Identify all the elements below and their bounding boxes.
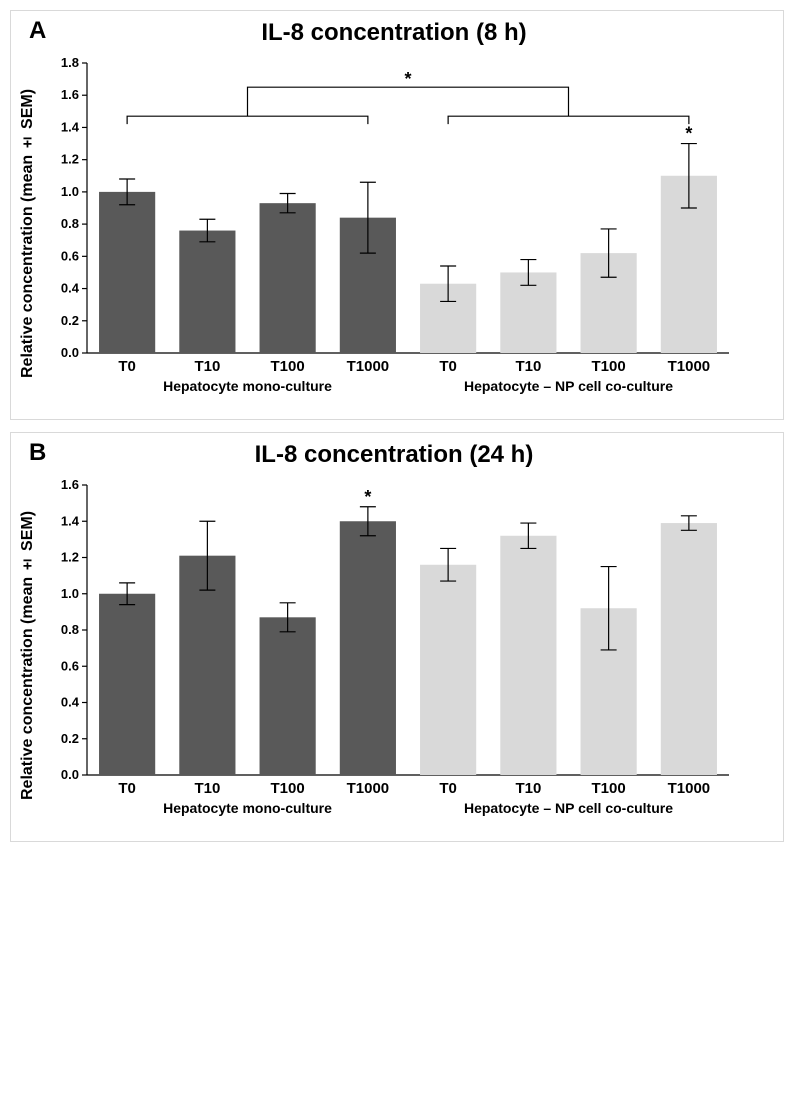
y-tick-label: 0.0 xyxy=(61,345,79,360)
x-tick-label: T1000 xyxy=(668,358,711,375)
x-tick-label: T100 xyxy=(271,780,305,797)
x-tick-label: T1000 xyxy=(347,780,390,797)
y-tick-label: 0.8 xyxy=(61,622,79,637)
y-tick-label: 0.6 xyxy=(61,248,79,263)
y-tick-label: 1.0 xyxy=(61,184,79,199)
x-tick-label: T0 xyxy=(118,358,136,375)
y-tick-label: 0.2 xyxy=(61,313,79,328)
group-label: Hepatocyte mono-culture xyxy=(163,800,332,816)
y-axis-label: Relative concentration (mean ± SEM) xyxy=(17,53,39,413)
x-tick-label: T10 xyxy=(515,358,541,375)
x-tick-label: T0 xyxy=(118,780,136,797)
y-tick-label: 1.8 xyxy=(61,55,79,70)
bar xyxy=(260,617,316,775)
y-tick-label: 1.0 xyxy=(61,586,79,601)
x-tick-label: T0 xyxy=(439,358,457,375)
bar xyxy=(420,565,476,775)
y-tick-label: 0.6 xyxy=(61,658,79,673)
bar xyxy=(179,231,235,353)
bar xyxy=(99,594,155,775)
y-tick-label: 1.4 xyxy=(61,513,80,528)
chart-panel-a: AIL-8 concentration (8 h) Relative concen… xyxy=(10,10,784,420)
group-label: Hepatocyte mono-culture xyxy=(163,378,332,394)
panel-label: A xyxy=(29,17,46,45)
bar-chart: 0.0 0.2 0.4 0.6 0.8 1.0 1.2 1.4 1.6 1.8 T0 T10 T100 T… xyxy=(39,53,739,413)
bar xyxy=(661,523,717,775)
significance-star: * xyxy=(364,487,371,507)
y-tick-label: 1.2 xyxy=(61,550,79,565)
chart-title: IL-8 concentration (24 h) xyxy=(17,441,771,469)
y-axis-label: Relative concentration (mean ± SEM) xyxy=(17,475,39,835)
y-tick-label: 1.2 xyxy=(61,152,79,167)
y-tick-label: 0.4 xyxy=(61,695,80,710)
y-tick-label: 1.6 xyxy=(61,87,79,102)
panel-label: B xyxy=(29,439,46,467)
y-tick-label: 1.6 xyxy=(61,477,79,492)
x-tick-label: T1000 xyxy=(347,358,390,375)
chart-panel-b: BIL-8 concentration (24 h) Relative conce… xyxy=(10,432,784,842)
x-tick-label: T0 xyxy=(439,780,457,797)
x-tick-label: T100 xyxy=(592,358,626,375)
bar xyxy=(500,536,556,775)
x-tick-label: T100 xyxy=(271,358,305,375)
y-tick-label: 1.4 xyxy=(61,119,80,134)
bar xyxy=(340,521,396,775)
significance-star: * xyxy=(404,69,411,89)
x-tick-label: T100 xyxy=(592,780,626,797)
x-tick-label: T10 xyxy=(194,780,220,797)
y-tick-label: 0.0 xyxy=(61,767,79,782)
group-label: Hepatocyte – NP cell co-culture xyxy=(464,378,673,394)
bar-chart: 0.0 0.2 0.4 0.6 0.8 1.0 1.2 1.4 1.6 T0 T10 T100 * T10… xyxy=(39,475,739,835)
bar xyxy=(99,192,155,353)
bar xyxy=(260,203,316,353)
y-tick-label: 0.8 xyxy=(61,216,79,231)
group-label: Hepatocyte – NP cell co-culture xyxy=(464,800,673,816)
x-tick-label: T10 xyxy=(194,358,220,375)
x-tick-label: T10 xyxy=(515,780,541,797)
y-tick-label: 0.2 xyxy=(61,731,79,746)
significance-star: * xyxy=(685,124,692,144)
chart-title: IL-8 concentration (8 h) xyxy=(17,19,771,47)
y-tick-label: 0.4 xyxy=(61,281,80,296)
x-tick-label: T1000 xyxy=(668,780,711,797)
